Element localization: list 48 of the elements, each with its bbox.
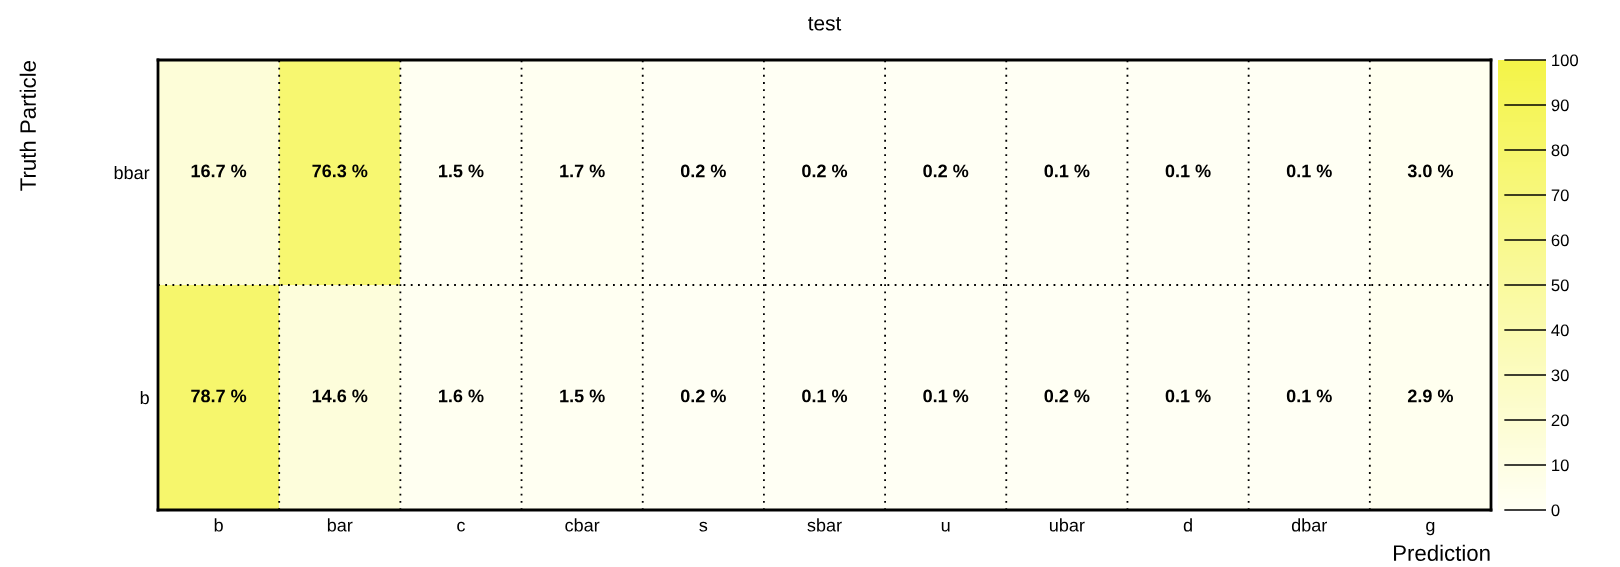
data-label: 0.1 % — [1165, 389, 1211, 403]
color-bar-label: 90 — [1551, 99, 1569, 112]
color-bar-label: 80 — [1551, 144, 1569, 157]
data-label: 0.1 % — [1165, 164, 1211, 178]
data-label: 1.5 % — [439, 164, 484, 178]
data-label: 76.3 % — [312, 164, 368, 178]
y-axis-title: Truth Particle — [19, 60, 36, 191]
x-tick-label: b — [214, 518, 223, 532]
data-label: 0.1 % — [923, 389, 969, 403]
color-bar-label: 100 — [1552, 54, 1579, 67]
y-tick-label: bbar — [114, 165, 150, 180]
color-bar-label: 10 — [1552, 459, 1569, 472]
data-label: 78.7 % — [191, 389, 247, 403]
data-label: 1.6 % — [439, 389, 484, 403]
data-label: 0.1 % — [1286, 164, 1332, 178]
color-bar-label: 50 — [1551, 279, 1569, 292]
data-label: 16.7 % — [191, 164, 247, 178]
x-tick-label: c — [457, 521, 465, 532]
chart-title: test — [808, 16, 842, 31]
x-tick-label: s — [699, 521, 708, 532]
data-label: 0.2 % — [680, 389, 726, 403]
data-label: 0.2 % — [680, 164, 726, 178]
x-tick-label: bar — [327, 518, 353, 532]
data-label: 14.6 % — [312, 389, 368, 403]
data-label: 0.2 % — [923, 164, 969, 178]
x-tick-label: g — [1426, 521, 1435, 536]
x-tick-label: d — [1183, 518, 1192, 532]
x-tick-label: cbar — [565, 518, 600, 532]
data-label: 2.9 % — [1407, 389, 1454, 403]
x-tick-label: u — [941, 521, 950, 532]
color-bar-label: 70 — [1551, 189, 1569, 202]
data-label: 1.7 % — [560, 164, 605, 178]
data-label: 0.2 % — [802, 164, 848, 178]
data-label: 3.0 % — [1407, 164, 1454, 178]
color-bar-label: 30 — [1551, 369, 1569, 382]
color-bar-label: 20 — [1551, 414, 1569, 427]
data-label: 0.1 % — [1044, 164, 1090, 178]
x-tick-label: sbar — [807, 518, 842, 532]
x-tick-label: ubar — [1049, 518, 1085, 532]
color-bar-label: 40 — [1551, 324, 1569, 337]
color-bar-label: 60 — [1551, 234, 1569, 247]
data-label: 0.2 % — [1044, 389, 1090, 403]
x-tick-label: dbar — [1291, 518, 1327, 532]
data-label: 0.1 % — [1286, 389, 1332, 403]
data-label: 0.1 % — [802, 389, 848, 403]
data-label: 1.5 % — [560, 389, 605, 403]
color-bar-label: 0 — [1551, 504, 1560, 517]
x-axis-title: Prediction — [1394, 544, 1490, 561]
